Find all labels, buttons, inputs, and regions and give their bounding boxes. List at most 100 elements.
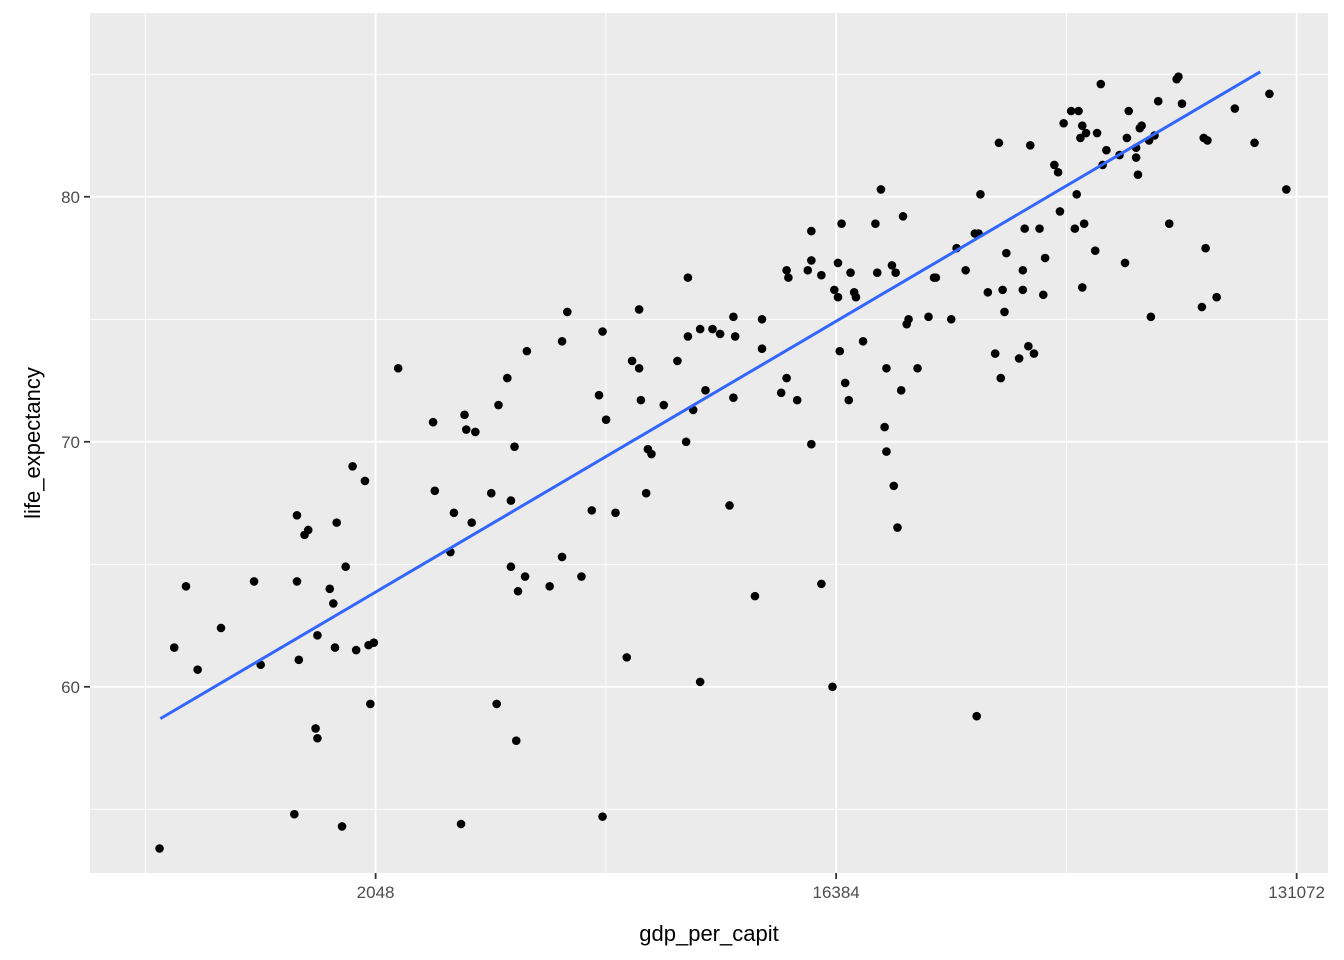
x-tick-label: 16384 — [812, 883, 859, 902]
data-point — [1153, 96, 1163, 106]
data-point — [1212, 292, 1221, 302]
data-point — [1201, 243, 1210, 253]
data-point — [701, 386, 710, 395]
data-point — [784, 273, 793, 282]
data-point — [872, 268, 882, 278]
data-point — [506, 496, 516, 505]
data-point — [594, 390, 604, 400]
data-point — [506, 562, 516, 572]
data-point — [1000, 307, 1009, 317]
data-point — [1014, 354, 1024, 363]
data-point — [683, 273, 693, 282]
minor-y-gridlines — [90, 73, 1328, 810]
data-point — [563, 307, 572, 317]
data-point — [1122, 133, 1132, 143]
data-point — [1250, 138, 1259, 148]
data-point — [817, 270, 826, 280]
data-point — [428, 417, 438, 427]
data-point — [1124, 106, 1134, 116]
data-point — [461, 425, 471, 434]
y-axis-title: life_expectancy — [20, 367, 45, 519]
data-point — [511, 736, 521, 745]
data-point — [882, 363, 891, 373]
x-tick-label: 131072 — [1268, 883, 1325, 902]
data-point — [486, 488, 496, 498]
data-point — [782, 373, 791, 383]
data-point — [946, 314, 956, 324]
data-point — [994, 138, 1004, 148]
data-point — [1230, 104, 1240, 113]
data-point — [216, 623, 226, 633]
data-point — [1077, 121, 1087, 131]
data-point — [1038, 290, 1048, 300]
data-point — [449, 508, 459, 518]
x-axis-ticks: 2048 16384 131072 — [357, 873, 1325, 902]
data-point — [683, 332, 693, 341]
data-point — [1076, 133, 1085, 143]
data-point — [341, 562, 350, 572]
data-point — [1059, 118, 1068, 128]
data-point — [844, 395, 854, 405]
data-point — [492, 699, 501, 709]
data-point — [1096, 79, 1106, 89]
data-point — [776, 388, 786, 398]
data-point — [155, 844, 164, 853]
data-point — [729, 312, 738, 322]
data-point — [647, 449, 656, 459]
data-point — [634, 363, 644, 373]
data-point — [673, 356, 682, 366]
data-point — [1133, 170, 1143, 180]
y-axis-ticks: 60 70 80 — [61, 188, 90, 697]
data-point — [332, 518, 341, 527]
data-point — [1131, 153, 1141, 162]
data-point — [456, 819, 466, 829]
data-point — [996, 373, 1006, 383]
data-point — [337, 822, 347, 831]
data-point — [882, 447, 891, 456]
data-point — [1025, 141, 1035, 150]
data-point — [641, 488, 651, 498]
data-point — [294, 655, 304, 665]
data-point — [846, 268, 855, 278]
data-point — [887, 261, 897, 270]
data-point — [807, 226, 816, 236]
data-point — [1029, 349, 1039, 358]
data-point — [757, 344, 767, 353]
y-tick-label: 60 — [61, 678, 80, 697]
data-point — [837, 219, 846, 229]
data-point — [513, 586, 523, 596]
data-point — [393, 363, 403, 373]
data-point — [807, 256, 816, 265]
data-point — [1055, 207, 1065, 216]
data-point — [634, 305, 644, 314]
data-point — [467, 518, 477, 527]
data-point — [1018, 285, 1028, 295]
data-point — [1146, 312, 1156, 322]
data-point — [249, 577, 259, 586]
data-point — [622, 653, 632, 662]
data-point — [817, 579, 826, 589]
data-point — [598, 327, 607, 336]
data-point — [876, 185, 886, 194]
data-point — [858, 337, 868, 346]
data-point — [893, 523, 902, 532]
data-point — [1072, 190, 1082, 199]
data-point — [1074, 106, 1083, 116]
data-point — [471, 427, 480, 437]
data-point — [889, 481, 899, 491]
data-point — [833, 292, 843, 302]
data-point — [1177, 99, 1187, 108]
data-point — [792, 395, 802, 405]
data-point — [1081, 128, 1091, 138]
data-point — [829, 285, 839, 295]
data-point — [510, 442, 519, 451]
data-point — [360, 476, 370, 486]
data-point — [460, 410, 469, 420]
data-point — [730, 332, 740, 341]
data-point — [835, 346, 845, 356]
data-point — [1120, 258, 1130, 268]
data-point — [577, 572, 586, 581]
data-point — [891, 268, 900, 278]
major-y-gridlines — [90, 195, 1328, 688]
